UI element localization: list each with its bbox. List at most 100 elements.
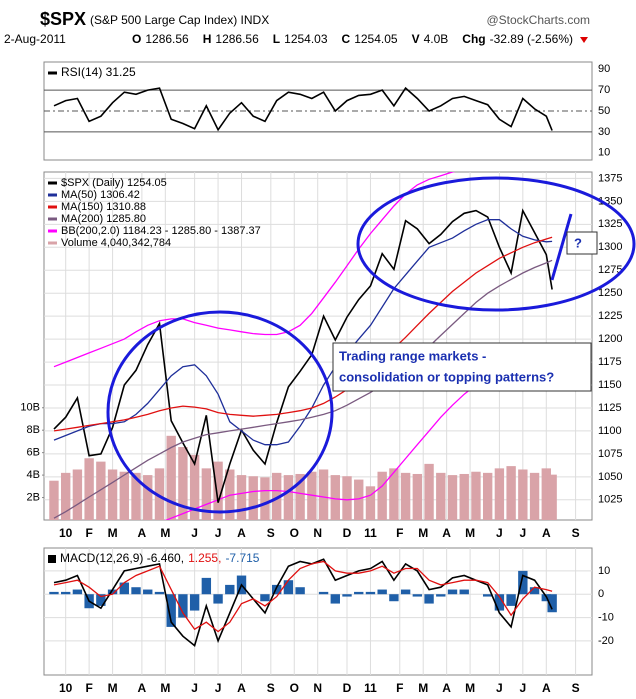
bar bbox=[436, 472, 446, 520]
x-tick-label: 10 bbox=[59, 526, 73, 540]
quote-value: 1254.03 bbox=[284, 32, 328, 46]
x-tick-label: A bbox=[138, 526, 147, 540]
plot-area bbox=[43, 61, 593, 161]
line bbox=[53, 86, 553, 132]
quote-label: Chg bbox=[462, 32, 485, 46]
x-tick-label: J bbox=[191, 526, 198, 540]
down-arrow bbox=[580, 37, 588, 43]
legend: MACD(12,26,9) -6.460, 1.255, -7.715 bbox=[60, 551, 260, 565]
bar bbox=[447, 475, 458, 520]
line bbox=[53, 259, 553, 519]
line bbox=[53, 560, 553, 633]
bar bbox=[318, 591, 329, 595]
x-tick-label: J bbox=[215, 681, 222, 695]
bar bbox=[213, 594, 223, 604]
y2-tick-label: 8B bbox=[27, 424, 40, 436]
x-tick-label: S bbox=[267, 526, 275, 540]
line bbox=[53, 558, 553, 647]
bar bbox=[84, 458, 94, 520]
series-group bbox=[49, 558, 557, 647]
bar bbox=[506, 466, 516, 520]
bar bbox=[49, 480, 59, 520]
circle-annotation bbox=[106, 310, 334, 514]
x-tick-label: 11 bbox=[364, 526, 377, 540]
x-tick-label: F bbox=[396, 526, 403, 540]
bar bbox=[541, 468, 551, 520]
quote-label: L bbox=[273, 32, 280, 46]
x-tick-label: M bbox=[465, 526, 475, 540]
bar bbox=[201, 468, 212, 520]
legend-entry: MA(50) 1306.42 bbox=[61, 189, 140, 201]
y-tick-label: 1100 bbox=[598, 425, 622, 437]
bar bbox=[119, 582, 129, 595]
quote-value: 1254.05 bbox=[354, 32, 398, 46]
bar bbox=[143, 589, 153, 595]
bar bbox=[248, 476, 258, 520]
x-tick-label: S bbox=[572, 526, 580, 540]
bar bbox=[49, 591, 59, 595]
y-tick-label: 1075 bbox=[598, 448, 622, 460]
bar bbox=[96, 461, 106, 520]
x-tick-label: M bbox=[418, 526, 428, 540]
quote-value: 1286.56 bbox=[145, 32, 189, 46]
bar bbox=[260, 477, 270, 520]
bar bbox=[424, 463, 434, 520]
panel: 10 30 50 70 90 RSI(14) 31.25 bbox=[43, 61, 610, 161]
x-tick-label: O bbox=[290, 526, 299, 540]
x-tick-label: J bbox=[496, 681, 503, 695]
y-tick-label: 1200 bbox=[598, 333, 622, 345]
legend-entry: -7.715 bbox=[225, 551, 259, 565]
y2-tick-label: 2B bbox=[27, 491, 40, 503]
bar bbox=[201, 577, 212, 595]
legend-entry: Volume 4,040,342,784 bbox=[61, 237, 171, 249]
quote-line: O 1286.56 H 1286.56 L 1254.03 C 1254.05 V 4.0B Chg… bbox=[132, 32, 573, 46]
y-tick-label: 30 bbox=[598, 126, 610, 138]
x-tick-label: F bbox=[396, 681, 403, 695]
y-tick-label: 0 bbox=[598, 588, 604, 600]
source: @StockCharts.com bbox=[486, 13, 590, 27]
x-tick-label: N bbox=[313, 526, 322, 540]
x-tick-label: A bbox=[237, 526, 246, 540]
x-tick-label: A bbox=[542, 526, 551, 540]
x-tick-label: S bbox=[267, 681, 275, 695]
bar bbox=[471, 471, 481, 520]
x-tick-label: A bbox=[542, 681, 551, 695]
bar bbox=[178, 594, 188, 618]
bar bbox=[342, 476, 352, 520]
x-tick-label: A bbox=[442, 526, 451, 540]
bar bbox=[529, 587, 540, 595]
quote-value: -32.89 (-2.56%) bbox=[490, 32, 573, 46]
bar bbox=[143, 475, 153, 520]
bar bbox=[365, 486, 376, 520]
y-tick-label: 1250 bbox=[598, 287, 622, 299]
quote-label: H bbox=[203, 32, 212, 46]
quote-label: O bbox=[132, 32, 141, 46]
bar bbox=[412, 594, 423, 597]
bar bbox=[482, 594, 493, 597]
bar bbox=[72, 469, 83, 520]
bar bbox=[283, 580, 294, 595]
x-tick-label: A bbox=[138, 681, 147, 695]
y-tick-label: 1300 bbox=[598, 241, 622, 253]
x-tick-label: J bbox=[519, 681, 526, 695]
bar bbox=[295, 587, 305, 595]
quote-value: 4.0B bbox=[424, 32, 449, 46]
y-tick-label: 1125 bbox=[598, 402, 622, 414]
bar bbox=[330, 594, 340, 604]
bar bbox=[131, 472, 141, 520]
y2-tick-label: 10B bbox=[20, 402, 40, 414]
y-tick-label: 1175 bbox=[598, 356, 622, 368]
bar bbox=[459, 589, 469, 595]
band-upper bbox=[53, 172, 456, 368]
y2-tick-label: 6B bbox=[27, 447, 40, 459]
line bbox=[53, 219, 553, 446]
y-tick-label: 10 bbox=[598, 147, 610, 159]
bar bbox=[166, 435, 176, 520]
bar bbox=[547, 594, 557, 613]
y-tick-label: 1275 bbox=[598, 264, 622, 276]
x-tick-label: M bbox=[108, 526, 118, 540]
bar bbox=[107, 469, 118, 520]
bar bbox=[119, 471, 129, 520]
bar bbox=[236, 475, 247, 520]
